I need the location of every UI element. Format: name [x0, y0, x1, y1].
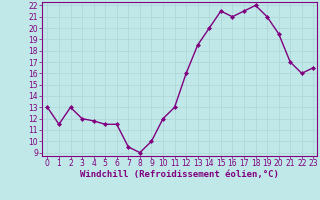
X-axis label: Windchill (Refroidissement éolien,°C): Windchill (Refroidissement éolien,°C) — [80, 170, 279, 179]
